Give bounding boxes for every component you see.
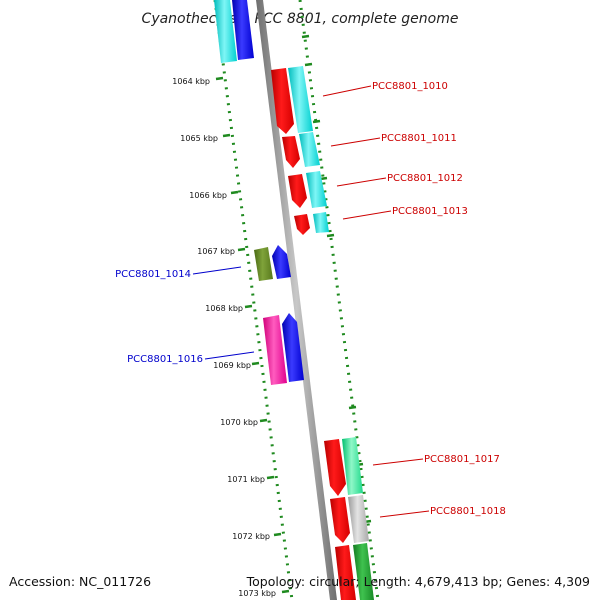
gene-feature-1016-blue[interactable] bbox=[282, 313, 304, 382]
gene-label-1016[interactable]: PCC8801_1016 bbox=[127, 354, 203, 365]
gene-feature-green[interactable] bbox=[353, 543, 374, 600]
gene-label-1012[interactable]: PCC8801_1012 bbox=[387, 173, 463, 184]
gene-leader-1011 bbox=[330, 137, 381, 147]
kbp-label: 1064 kbp bbox=[172, 77, 210, 86]
gene-feature-1011-cyan[interactable] bbox=[299, 132, 320, 167]
left-ruler bbox=[213, 0, 294, 600]
gene-label-1013[interactable]: PCC8801_1013 bbox=[392, 206, 468, 217]
gene-feature-1010-cyan[interactable] bbox=[288, 66, 313, 133]
gene-feature-1014-olive[interactable] bbox=[254, 247, 273, 281]
gene-label-1018[interactable]: PCC8801_1018 bbox=[430, 506, 506, 517]
gene-feature-1012-red[interactable] bbox=[288, 174, 307, 208]
gene-leader-1016 bbox=[204, 351, 255, 360]
gene-feature-1014-blue[interactable] bbox=[272, 245, 291, 279]
kbp-label: 1070 kbp bbox=[220, 418, 258, 427]
gene-feature-1018-grey[interactable] bbox=[348, 495, 369, 543]
kbp-label: 1071 kbp bbox=[227, 475, 265, 484]
kbp-labels: 1064 kbp 1065 kbp 1066 kbp 1067 kbp 1068… bbox=[172, 77, 276, 598]
gene-label-1014[interactable]: PCC8801_1014 bbox=[115, 269, 191, 280]
gene-leader-1010 bbox=[322, 85, 372, 97]
gene-feature-1016-magenta[interactable] bbox=[263, 315, 287, 385]
genome-backbone bbox=[256, 0, 337, 600]
gene-label-1017[interactable]: PCC8801_1017 bbox=[424, 454, 500, 465]
gene-leader-1017 bbox=[372, 458, 424, 466]
kbp-label: 1065 kbp bbox=[180, 134, 218, 143]
kbp-label: 1068 kbp bbox=[205, 304, 243, 313]
page-title: Cyanothece sp. PCC 8801, complete genome bbox=[142, 11, 459, 27]
gene-feature-1017-mint[interactable] bbox=[342, 437, 363, 495]
kbp-ticks-left bbox=[215, 76, 290, 594]
accession-text: Accession: NC_011726 bbox=[9, 574, 151, 589]
gene-leader-1012 bbox=[336, 177, 387, 187]
gene-feature-red[interactable] bbox=[335, 545, 356, 600]
kbp-label: 1066 kbp bbox=[189, 191, 227, 200]
kbp-label: 1073 kbp bbox=[238, 589, 276, 598]
gene-feature-1013-red[interactable] bbox=[294, 214, 310, 235]
kbp-label: 1069 kbp bbox=[213, 361, 251, 370]
topology-text: Topology: circular; Length: 4,679,413 bp… bbox=[246, 574, 590, 589]
gene-leader-1018 bbox=[379, 510, 430, 518]
gene-feature-1018-red[interactable] bbox=[330, 497, 350, 543]
gene-label-1010[interactable]: PCC8801_1010 bbox=[372, 81, 448, 92]
kbp-label: 1072 kbp bbox=[232, 532, 270, 541]
gene-feature-1011-red[interactable] bbox=[282, 136, 300, 168]
right-ruler bbox=[298, 0, 380, 600]
gene-feature-1012-cyan[interactable] bbox=[306, 171, 327, 208]
gene-feature-1013-cyan[interactable] bbox=[313, 212, 329, 233]
gene-label-1011[interactable]: PCC8801_1011 bbox=[381, 133, 457, 144]
gene-feature-1010-red[interactable] bbox=[271, 68, 294, 134]
gene-leader-1014 bbox=[192, 266, 242, 275]
gene-feature-cyan[interactable] bbox=[214, 0, 237, 63]
gene-feature-1017-red[interactable] bbox=[324, 439, 346, 496]
kbp-label: 1067 kbp bbox=[197, 247, 235, 256]
gene-leader-1013 bbox=[342, 210, 392, 220]
gene-feature-blue[interactable] bbox=[232, 0, 254, 60]
